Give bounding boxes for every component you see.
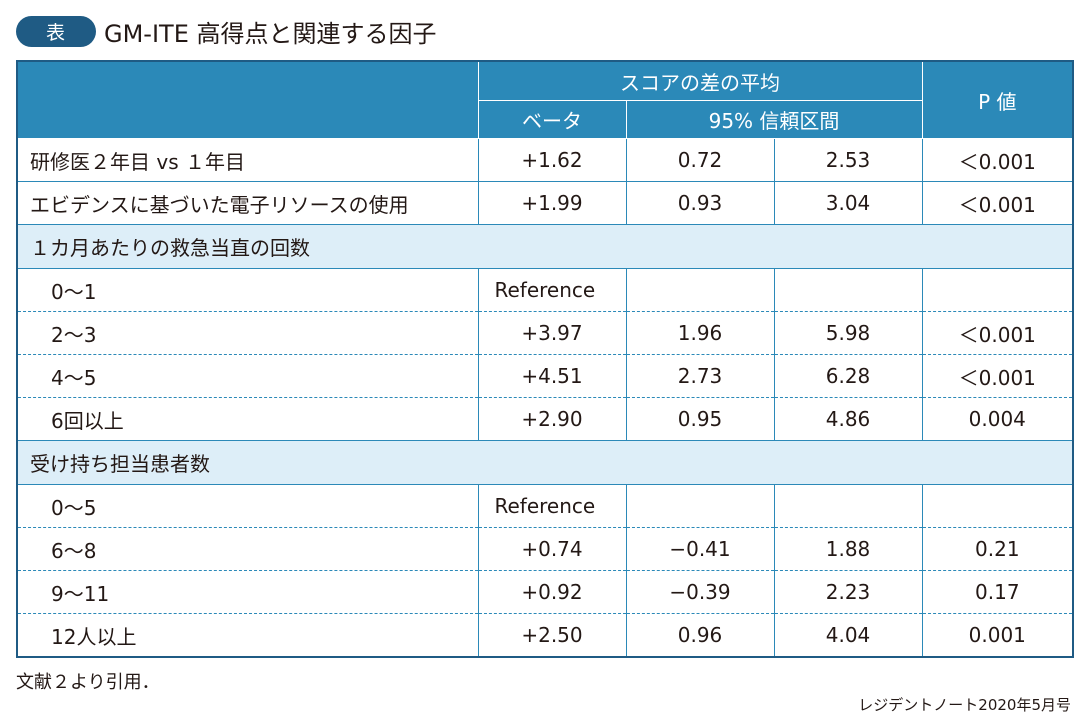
row-label: 2〜3 (16, 311, 479, 355)
p-value (921, 268, 1074, 312)
publication-credit: レジデントノート2020年5月号 (858, 696, 1071, 714)
header-score-diff: スコアの差の平均 (477, 60, 923, 101)
ci-high-value (773, 484, 923, 528)
table-row: 6回以上 +2.90 0.95 4.86 0.004 (16, 397, 1074, 441)
group-header-row: 受け持ち担当患者数 (16, 440, 1074, 485)
beta-value: Reference (477, 268, 627, 312)
beta-value: +3.97 (477, 311, 627, 355)
p-value: ＜0.001 (921, 354, 1074, 398)
beta-value: +1.99 (477, 181, 627, 225)
table-row: エビデンスに基づいた電子リソースの使用 +1.99 0.93 3.04 ＜0.0… (16, 181, 1074, 225)
header-p-value: P 値 (921, 60, 1074, 139)
p-value: ＜0.001 (921, 311, 1074, 355)
beta-value: +2.50 (477, 613, 627, 657)
row-label: 12人以上 (16, 613, 479, 657)
ci-low-value: 0.72 (625, 138, 775, 182)
p-value: ＜0.001 (921, 181, 1074, 225)
group-header-row: １カ月あたりの救急当直の回数 (16, 224, 1074, 269)
p-value (921, 484, 1074, 528)
p-value: 0.17 (921, 570, 1074, 614)
ci-low-value (625, 484, 775, 528)
ci-low-value: −0.39 (625, 570, 775, 614)
ci-high-value (773, 268, 923, 312)
beta-value: +1.62 (477, 138, 627, 182)
group-title: １カ月あたりの救急当直の回数 (16, 224, 1074, 269)
header-ci: 95% 信頼区間 (625, 100, 923, 139)
ci-high-value: 1.88 (773, 527, 923, 571)
beta-value: Reference (477, 484, 627, 528)
beta-value: +0.92 (477, 570, 627, 614)
ci-high-value: 3.04 (773, 181, 923, 225)
p-value: 0.001 (921, 613, 1074, 657)
footnote: 文献２より引用． (16, 672, 160, 693)
table-row: 4〜5 +4.51 2.73 6.28 ＜0.001 (16, 354, 1074, 398)
row-label: 研修医２年目 vs １年目 (16, 138, 479, 182)
ci-high-value: 2.53 (773, 138, 923, 182)
p-value: 0.004 (921, 397, 1074, 441)
ci-low-value: 2.73 (625, 354, 775, 398)
header-beta: ベータ (477, 100, 627, 139)
ci-low-value (625, 268, 775, 312)
row-label: 6回以上 (16, 397, 479, 441)
p-value: ＜0.001 (921, 138, 1074, 182)
p-value: 0.21 (921, 527, 1074, 571)
row-label: 9〜11 (16, 570, 479, 614)
row-label: 6〜8 (16, 527, 479, 571)
ci-high-value: 6.28 (773, 354, 923, 398)
group-title: 受け持ち担当患者数 (16, 440, 1074, 485)
results-table: スコアの差の平均 P 値 ベータ 95% 信頼区間 研修医２年目 vs １年目 … (16, 60, 1075, 658)
table-row: 0〜1 Reference (16, 268, 1074, 312)
table-row: 12人以上 +2.50 0.96 4.04 0.001 (16, 613, 1074, 657)
ci-high-value: 2.23 (773, 570, 923, 614)
beta-value: +0.74 (477, 527, 627, 571)
ci-low-value: 0.93 (625, 181, 775, 225)
row-label: 0〜5 (16, 484, 479, 528)
row-label: 0〜1 (16, 268, 479, 312)
table-row: 6〜8 +0.74 −0.41 1.88 0.21 (16, 527, 1074, 571)
table-row: 2〜3 +3.97 1.96 5.98 ＜0.001 (16, 311, 1074, 355)
header-corner (16, 60, 479, 139)
ci-low-value: 0.96 (625, 613, 775, 657)
ci-low-value: −0.41 (625, 527, 775, 571)
beta-value: +2.90 (477, 397, 627, 441)
ci-high-value: 5.98 (773, 311, 923, 355)
ci-high-value: 4.86 (773, 397, 923, 441)
beta-value: +4.51 (477, 354, 627, 398)
table-badge: 表 (16, 15, 96, 47)
ci-low-value: 0.95 (625, 397, 775, 441)
row-label: 4〜5 (16, 354, 479, 398)
row-label: エビデンスに基づいた電子リソースの使用 (16, 181, 479, 225)
table-row: 研修医２年目 vs １年目 +1.62 0.72 2.53 ＜0.001 (16, 138, 1074, 182)
ci-high-value: 4.04 (773, 613, 923, 657)
table-row: 9〜11 +0.92 −0.39 2.23 0.17 (16, 570, 1074, 614)
ci-low-value: 1.96 (625, 311, 775, 355)
table-title: 表 GM-ITE 高得点と関連する因子 (16, 14, 437, 48)
table-row: 0〜5 Reference (16, 484, 1074, 528)
table-title-text: GM-ITE 高得点と関連する因子 (104, 19, 437, 48)
